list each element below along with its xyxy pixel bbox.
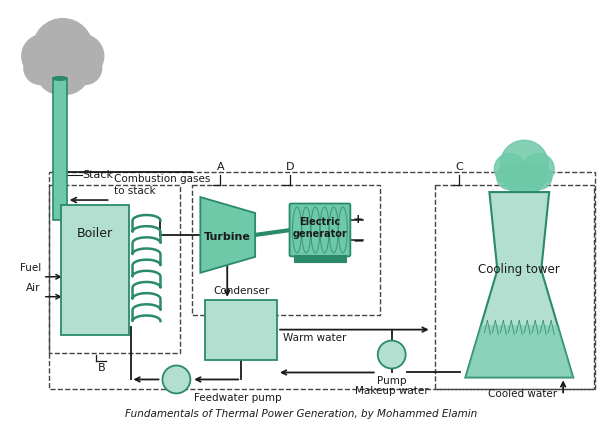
Circle shape: [497, 165, 521, 189]
Polygon shape: [465, 192, 573, 377]
Text: Pump: Pump: [377, 377, 406, 386]
Bar: [49, 185, 181, 353]
Text: +: +: [353, 214, 364, 226]
Bar: [193, 185, 380, 315]
Circle shape: [22, 35, 65, 77]
Text: Stack: Stack: [82, 170, 114, 180]
Circle shape: [33, 19, 93, 78]
Text: Condenser: Condenser: [213, 286, 269, 296]
Text: Warm water: Warm water: [283, 333, 346, 342]
Text: Makeup water: Makeup water: [355, 386, 429, 396]
Circle shape: [61, 35, 104, 77]
Text: Cooled water: Cooled water: [488, 389, 557, 399]
Bar: [435, 185, 594, 389]
Circle shape: [523, 153, 554, 184]
Polygon shape: [465, 325, 573, 377]
Text: B: B: [98, 363, 105, 372]
Circle shape: [69, 51, 102, 84]
Text: Boiler: Boiler: [76, 227, 113, 240]
FancyBboxPatch shape: [290, 204, 350, 256]
Circle shape: [500, 140, 548, 188]
Text: A: A: [217, 162, 224, 172]
Text: Electric
generator: Electric generator: [293, 217, 347, 239]
Text: C: C: [456, 162, 464, 172]
Text: Fuel: Fuel: [20, 263, 41, 273]
Circle shape: [509, 164, 542, 198]
Text: D: D: [286, 162, 294, 172]
Bar: [53, 78, 67, 220]
Text: Feedwater pump: Feedwater pump: [194, 393, 282, 404]
Text: Fundamentals of Thermal Power Generation, by Mohammed Elamin: Fundamentals of Thermal Power Generation…: [125, 409, 477, 419]
Circle shape: [24, 51, 57, 84]
Circle shape: [43, 48, 89, 94]
Ellipse shape: [53, 77, 67, 80]
Text: −: −: [353, 233, 364, 247]
Text: Air: Air: [26, 283, 41, 293]
Text: Turbine: Turbine: [204, 232, 251, 242]
Circle shape: [163, 366, 190, 393]
Circle shape: [37, 48, 83, 94]
Bar: [49, 172, 595, 389]
Circle shape: [494, 153, 526, 184]
Circle shape: [377, 341, 406, 369]
Bar: [205, 300, 277, 360]
Circle shape: [506, 164, 540, 198]
Circle shape: [37, 28, 70, 60]
Circle shape: [55, 28, 88, 60]
Bar: [294, 255, 346, 262]
Text: Cooling tower: Cooling tower: [479, 263, 560, 276]
Circle shape: [528, 165, 552, 189]
Text: Combustion gases
to stack: Combustion gases to stack: [114, 175, 210, 196]
Polygon shape: [200, 197, 255, 273]
Bar: [61, 205, 129, 335]
